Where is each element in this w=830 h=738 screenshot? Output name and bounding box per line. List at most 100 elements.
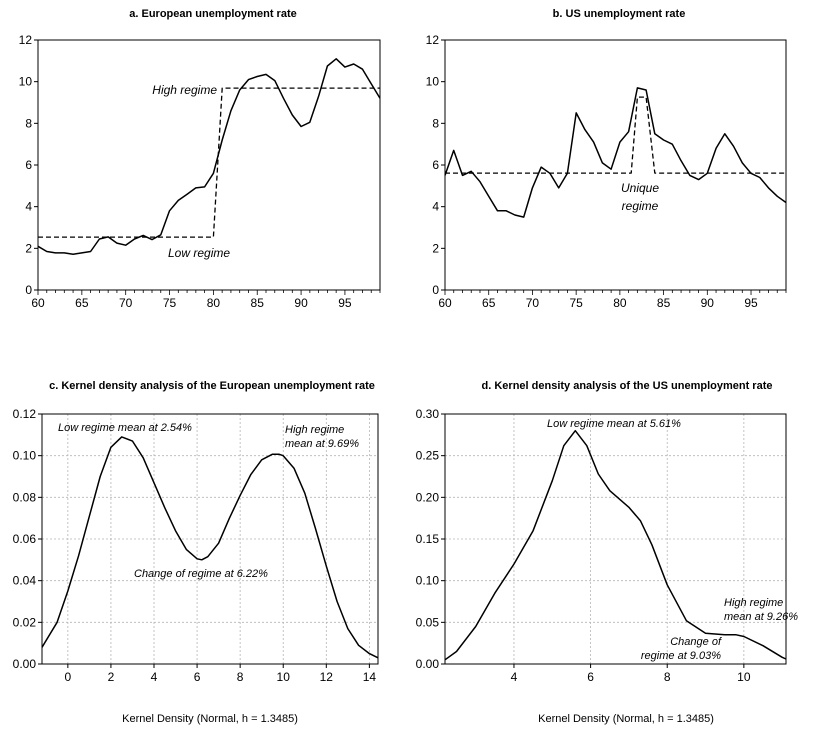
x-tick-label: 95 [744,296,758,310]
panel-d-plot-frame [444,413,787,665]
panel-a-title: a. European unemployment rate [129,8,296,20]
x-tick-label: 85 [251,296,265,310]
x-tick-label: 60 [438,296,452,310]
regime-mean-line [38,87,380,238]
annotation-high-regime: High regime [152,83,217,97]
y-tick-label: 0.05 [416,615,440,629]
y-tick-label: 8 [432,116,439,130]
annotation-high-regime-line2: mean at 9.69% [285,438,359,450]
x-tick-label: 60 [31,296,45,310]
x-tick-label: 0 [65,670,72,684]
y-tick-label: 0.02 [13,615,37,629]
x-tick-label: 80 [613,296,627,310]
y-tick-label: 2 [25,241,32,255]
y-tick-label: 0.06 [13,532,37,546]
y-tick-label: 0.12 [13,407,37,421]
y-tick-label: 10 [426,75,440,89]
annotation-us-change-line1: Change of [670,636,722,648]
y-tick-label: 4 [25,200,32,214]
data-series-line [444,429,787,661]
annotation-low-regime: Low regime [168,246,230,260]
x-tick-label: 95 [338,296,352,310]
x-tick-label: 8 [237,670,244,684]
panel-d-ticks: 0.00 0.05 0.10 0.15 0.20 0.25 0.30 4 6 8 10 [416,407,751,684]
panel-d-series [444,429,787,661]
x-tick-label: 4 [511,670,518,684]
annotation-us-change-line2: regime at 9.03% [641,650,721,662]
y-tick-label: 0.00 [13,657,37,671]
y-tick-label: 12 [426,33,440,47]
annotation-us-high-regime-line1: High regime [724,597,783,609]
annotation-low-regime-mean: Low regime mean at 2.54% [58,422,192,434]
panel-d-xlabel: Kernel Density (Normal, h = 1.3485) [538,713,714,725]
y-tick-label: 0.04 [13,574,37,588]
x-tick-label: 75 [569,296,583,310]
panel-d-title: d. Kernel density analysis of the US une… [482,380,773,392]
annotation-us-low-regime-mean: Low regime mean at 5.61% [547,418,681,430]
panel-d-grid [445,413,786,665]
panel-b-plot-frame [444,39,787,291]
x-tick-label: 85 [657,296,671,310]
panel-c-ticks: 0.00 0.02 0.04 0.06 0.08 0.10 0.12 0 2 4 6 8 10 12 14 [13,407,377,684]
y-tick-label: 0.20 [416,490,440,504]
y-tick-label: 10 [19,75,33,89]
panel-a-ticks: 0 2 4 6 8 10 12 60 65 70 75 80 85 90 95 [19,33,381,310]
panel-a-plot-frame [37,39,381,291]
y-tick-label: 12 [19,33,33,47]
panel-a-series [37,58,381,255]
x-tick-label: 6 [587,670,594,684]
x-tick-label: 6 [194,670,201,684]
y-tick-label: 0.10 [13,449,37,463]
x-tick-label: 70 [526,296,540,310]
panel-c-series [41,436,379,659]
panel-a-european-unemployment: a. European unemployment rate 0 2 4 6 8 10 12 6… [19,8,381,310]
data-series-line [37,58,381,255]
x-tick-label: 80 [207,296,221,310]
y-tick-label: 0 [25,283,32,297]
y-tick-label: 2 [432,241,439,255]
x-tick-label: 10 [737,670,751,684]
annotation-unique: Unique [621,181,659,195]
y-tick-label: 0.08 [13,490,37,504]
x-tick-label: 65 [482,296,496,310]
y-tick-label: 0.30 [416,407,440,421]
annotation-regime: regime [622,199,659,213]
panel-c-title: c. Kernel density analysis of the Europe… [49,380,375,392]
y-tick-label: 0.15 [416,532,440,546]
x-tick-label: 65 [75,296,89,310]
panel-c-grid [42,413,378,665]
x-tick-label: 14 [363,670,377,684]
x-tick-label: 2 [108,670,115,684]
x-tick-label: 90 [701,296,715,310]
panel-b-title: b. US unemployment rate [553,8,686,20]
x-tick-label: 8 [664,670,671,684]
y-tick-label: 0.00 [416,657,440,671]
x-tick-label: 4 [151,670,158,684]
data-series-line [444,87,787,218]
y-tick-label: 6 [432,158,439,172]
x-tick-label: 12 [320,670,334,684]
y-tick-label: 0 [432,283,439,297]
panel-d-us-kernel-density: d. Kernel density analysis of the US une… [416,380,799,725]
panel-b-ticks: 0 2 4 6 8 10 12 60 65 70 75 80 85 90 95 [426,33,787,310]
regime-mean-line [445,96,786,174]
x-tick-label: 90 [294,296,308,310]
annotation-change-of-regime: Change of regime at 6.22% [134,568,268,580]
panel-c-plot-frame [41,413,379,665]
panel-c-european-kernel-density: c. Kernel density analysis of the Europe… [13,380,379,725]
x-tick-label: 70 [119,296,133,310]
y-tick-label: 0.25 [416,449,440,463]
y-tick-label: 4 [432,200,439,214]
panel-b-series [444,87,787,218]
y-tick-label: 8 [25,116,32,130]
panel-c-xlabel: Kernel Density (Normal, h = 1.3485) [122,713,298,725]
annotation-us-high-regime-line2: mean at 9.26% [724,611,798,623]
x-tick-label: 10 [277,670,291,684]
data-series-line [41,436,379,659]
x-tick-label: 75 [163,296,177,310]
y-tick-label: 0.10 [416,574,440,588]
y-tick-label: 6 [25,158,32,172]
annotation-high-regime-line1: High regime [285,424,344,436]
